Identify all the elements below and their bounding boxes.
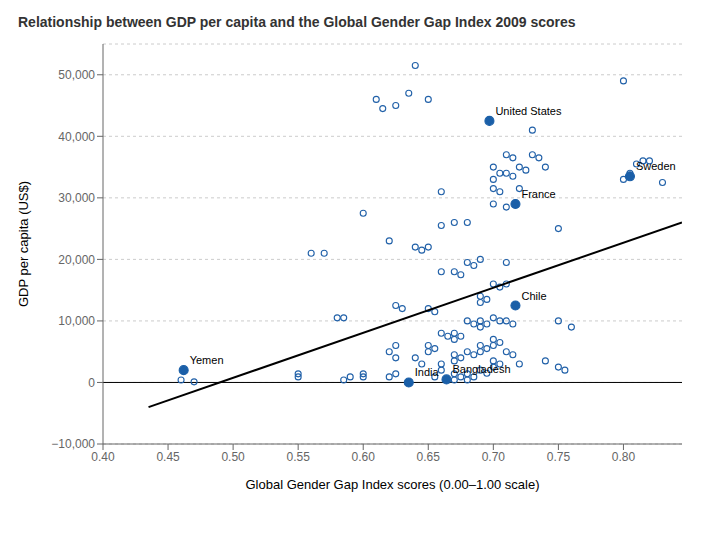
svg-text:GDP per capita (US$): GDP per capita (US$) bbox=[16, 181, 31, 307]
svg-text:30,000: 30,000 bbox=[58, 191, 95, 205]
svg-text:0.45: 0.45 bbox=[156, 450, 180, 464]
svg-text:India: India bbox=[415, 366, 440, 378]
svg-text:Global Gender Gap Index scores: Global Gender Gap Index scores (0.00–1.0… bbox=[245, 477, 539, 492]
svg-text:France: France bbox=[521, 188, 555, 200]
svg-text:10,000: 10,000 bbox=[58, 314, 95, 328]
svg-text:Yemen: Yemen bbox=[190, 354, 224, 366]
svg-text:0.80: 0.80 bbox=[612, 450, 636, 464]
svg-text:Chile: Chile bbox=[521, 290, 546, 302]
svg-text:0.40: 0.40 bbox=[91, 450, 115, 464]
svg-text:Bangladesh: Bangladesh bbox=[452, 363, 510, 375]
svg-text:20,000: 20,000 bbox=[58, 253, 95, 267]
svg-text:0.55: 0.55 bbox=[286, 450, 310, 464]
svg-text:0.50: 0.50 bbox=[221, 450, 245, 464]
svg-text:0.75: 0.75 bbox=[547, 450, 571, 464]
svg-text:−10,000: −10,000 bbox=[51, 437, 95, 451]
svg-text:40,000: 40,000 bbox=[58, 130, 95, 144]
svg-text:0.65: 0.65 bbox=[417, 450, 441, 464]
svg-text:0: 0 bbox=[88, 376, 95, 390]
svg-text:0.70: 0.70 bbox=[482, 450, 506, 464]
svg-text:0.60: 0.60 bbox=[352, 450, 376, 464]
svg-text:Sweden: Sweden bbox=[636, 160, 676, 172]
svg-text:50,000: 50,000 bbox=[58, 68, 95, 82]
svg-text:United States: United States bbox=[495, 105, 562, 117]
html-text:Relationship between GDP per c: Relationship between GDP per capita and … bbox=[18, 14, 576, 30]
